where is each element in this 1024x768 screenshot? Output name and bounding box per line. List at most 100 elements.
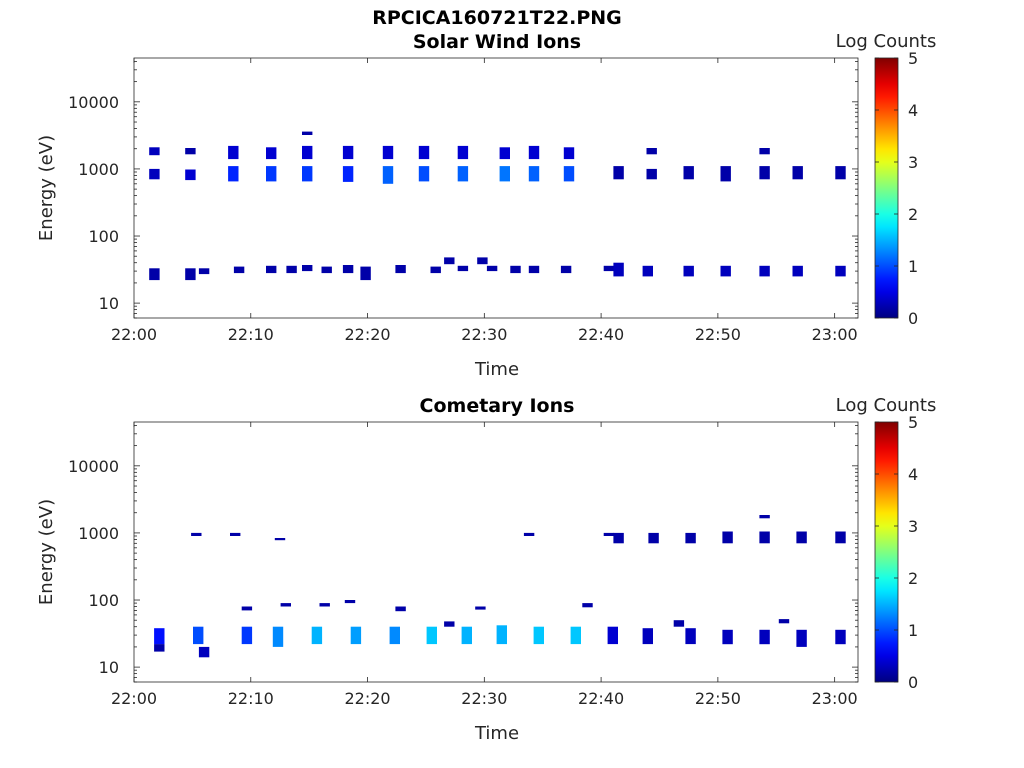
solar-wind-xlabel: Time (474, 359, 519, 380)
spectrogram-cell (198, 646, 210, 658)
x-tick-label: 22:50 (695, 689, 741, 708)
spectrogram-cell (648, 532, 659, 544)
spectrogram-cell (683, 265, 694, 277)
spectrogram-cell (563, 166, 575, 182)
y-tick-label: 10 (99, 658, 119, 677)
cometary-colorbar-label: Log Counts (836, 395, 937, 416)
spectrogram-cell (311, 626, 323, 645)
spectrogram-cell (835, 265, 846, 277)
spectrogram-cell (430, 266, 441, 274)
spectrogram-cell (642, 265, 653, 277)
spectrogram-cell (720, 166, 731, 182)
colorbar-tick-label: 1 (908, 621, 918, 640)
spectrogram-cell (185, 148, 196, 155)
x-tick-label: 22:10 (228, 689, 274, 708)
colorbar-tick-label: 1 (908, 257, 918, 276)
spectrogram-cell (321, 266, 332, 274)
spectrogram-cell (302, 166, 313, 182)
spectrogram-cell (272, 626, 284, 647)
spectrogram-cell (193, 626, 204, 645)
spectrogram-cell (759, 265, 770, 277)
spectrogram-cell (796, 531, 807, 544)
spectrogram-cell (835, 166, 846, 180)
x-tick-label: 22:00 (111, 325, 157, 344)
spectrogram-cell (603, 532, 615, 536)
spectrogram-cell (360, 266, 371, 281)
spectrogram-cell (477, 257, 488, 265)
y-tick-label: 1000 (78, 160, 119, 179)
spectrogram-cell (759, 148, 770, 155)
spectrogram-cell (457, 265, 469, 272)
spectrogram-cell (613, 532, 624, 544)
plot-frame (133, 421, 859, 683)
plot-frame (133, 57, 859, 319)
spectrogram-cell (835, 629, 846, 645)
colorbar-tick-label: 0 (908, 309, 918, 328)
spectrogram-cell (792, 166, 803, 180)
spectrogram-cell (382, 166, 394, 184)
spectrogram-cell (198, 268, 210, 275)
spectrogram-cell (342, 166, 354, 182)
spectrogram-cell (642, 628, 653, 645)
spectrogram-cell (444, 257, 455, 265)
colorbar (874, 421, 899, 683)
spectrogram-cell (266, 265, 277, 274)
spectrogram-cell (613, 262, 624, 277)
spectrogram-cell (499, 166, 510, 182)
spectrogram-cell (499, 147, 510, 160)
spectrogram-cell (685, 532, 696, 544)
spectrogram-cell (395, 265, 406, 274)
colorbar-tick-label: 3 (908, 153, 918, 172)
cometary-ylabel: Energy (eV) (36, 499, 57, 605)
spectrogram-cell (475, 606, 486, 610)
spectrogram-cell (796, 629, 807, 647)
spectrogram-cell (510, 265, 521, 274)
spectrogram-cell (418, 145, 430, 160)
spectrogram-cell (302, 145, 313, 160)
x-tick-label: 23:00 (812, 689, 858, 708)
figure-title: RPCICA160721T22.PNG (372, 7, 622, 29)
spectrogram-cell (722, 531, 733, 544)
y-tick-label: 10000 (68, 93, 119, 112)
spectrogram-cell (457, 145, 469, 160)
x-tick-label: 23:00 (812, 325, 858, 344)
spectrogram-cell (342, 145, 354, 160)
spectrogram-cell (286, 265, 297, 274)
spectrogram-cell (389, 626, 400, 645)
solar-wind-ylabel: Energy (eV) (36, 135, 57, 241)
spectrogram-cell (228, 166, 239, 182)
colorbar-tick-label: 2 (908, 205, 918, 224)
y-tick-label: 100 (88, 591, 119, 610)
spectrogram-cell (185, 268, 196, 281)
spectrogram-cell (418, 166, 430, 182)
spectrogram-cell (613, 166, 624, 180)
spectrogram-cell (302, 131, 313, 135)
spectrogram-cell (426, 626, 437, 645)
spectrogram-cell (230, 532, 241, 536)
y-tick-label: 10 (99, 294, 119, 313)
spectrogram-cell (646, 148, 657, 155)
spectrogram-cell (350, 626, 362, 645)
colorbar-tick-label: 0 (908, 673, 918, 692)
spectrogram-cell (302, 265, 313, 272)
spectrogram-cell (778, 619, 790, 624)
colorbar-tick-label: 5 (908, 49, 918, 68)
spectrogram-cell (646, 168, 657, 180)
spectrogram-cell (486, 265, 498, 272)
x-tick-label: 22:30 (461, 689, 507, 708)
x-tick-label: 22:40 (578, 689, 624, 708)
spectrogram-cell (154, 628, 165, 645)
spectrogram-cell (149, 147, 160, 156)
spectrogram-cell (457, 166, 469, 182)
spectrogram-cell (496, 625, 507, 645)
spectrogram-cell (382, 145, 394, 160)
spectrogram-cell (342, 265, 354, 274)
spectrogram-cell (570, 626, 581, 645)
cometary-title: Cometary Ions (420, 395, 575, 417)
spectrogram-cell (274, 538, 286, 541)
spectrogram-cell (759, 515, 770, 519)
y-tick-label: 1000 (78, 524, 119, 543)
spectrogram-cell (582, 603, 593, 608)
spectrogram-cell (683, 166, 694, 180)
